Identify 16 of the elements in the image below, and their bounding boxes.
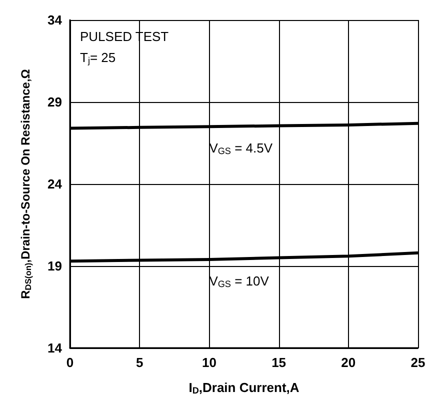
y-axis-title: RDS(on),Drain-to-Source On Resistance,Ω bbox=[18, 68, 33, 299]
series-label: VGS = 10V bbox=[209, 273, 270, 289]
x-tick-label: 15 bbox=[272, 355, 286, 370]
x-tick-label: 5 bbox=[136, 355, 144, 370]
x-tick-label: 0 bbox=[66, 355, 74, 370]
x-axis-title: ID,Drain Current,A bbox=[188, 380, 300, 396]
annotation: Tj= 25 bbox=[80, 50, 116, 66]
y-tick-label: 34 bbox=[48, 12, 63, 28]
x-tick-label: 25 bbox=[410, 355, 426, 370]
x-tick-label: 20 bbox=[341, 355, 356, 370]
y-tick-label: 14 bbox=[48, 340, 63, 356]
y-tick-label: 24 bbox=[48, 176, 63, 192]
x-tick-label: 10 bbox=[202, 355, 216, 370]
y-tick-label: 29 bbox=[48, 94, 62, 110]
series-label: VGS = 4.5V bbox=[209, 140, 273, 156]
y-tick-label: 19 bbox=[48, 258, 62, 274]
